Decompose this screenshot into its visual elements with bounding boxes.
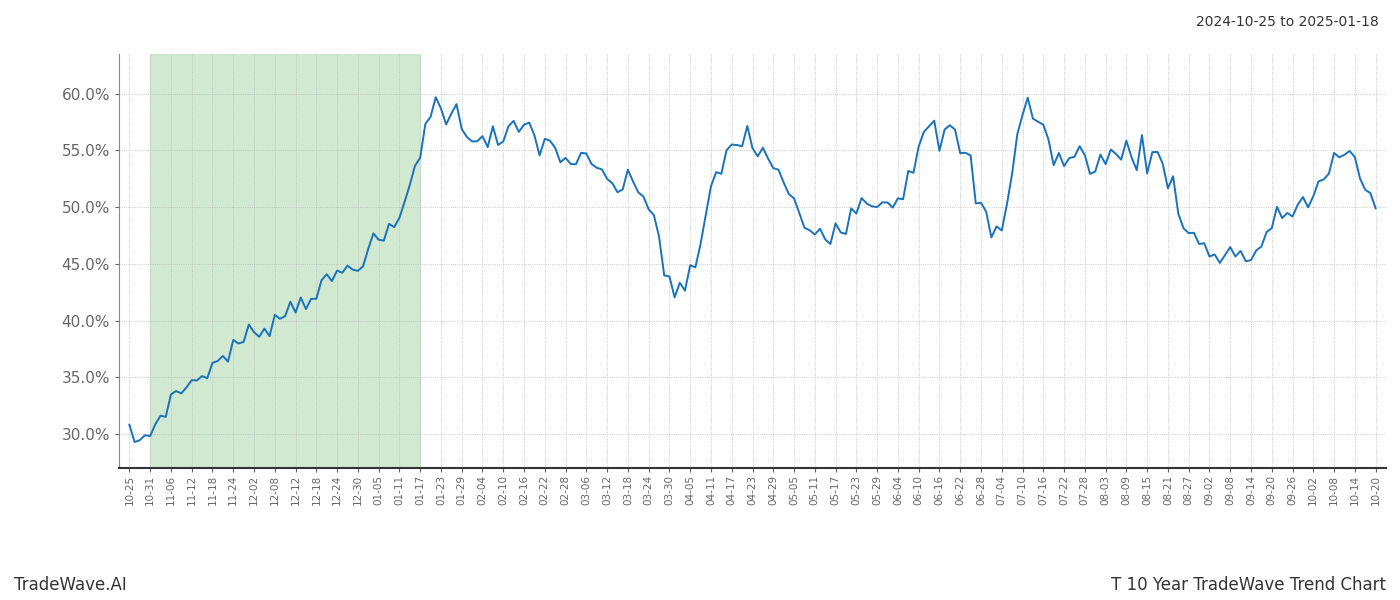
Bar	[150, 54, 420, 468]
Text: 2024-10-25 to 2025-01-18: 2024-10-25 to 2025-01-18	[1196, 15, 1379, 29]
Text: TradeWave.AI: TradeWave.AI	[14, 576, 127, 594]
Text: T 10 Year TradeWave Trend Chart: T 10 Year TradeWave Trend Chart	[1112, 576, 1386, 594]
